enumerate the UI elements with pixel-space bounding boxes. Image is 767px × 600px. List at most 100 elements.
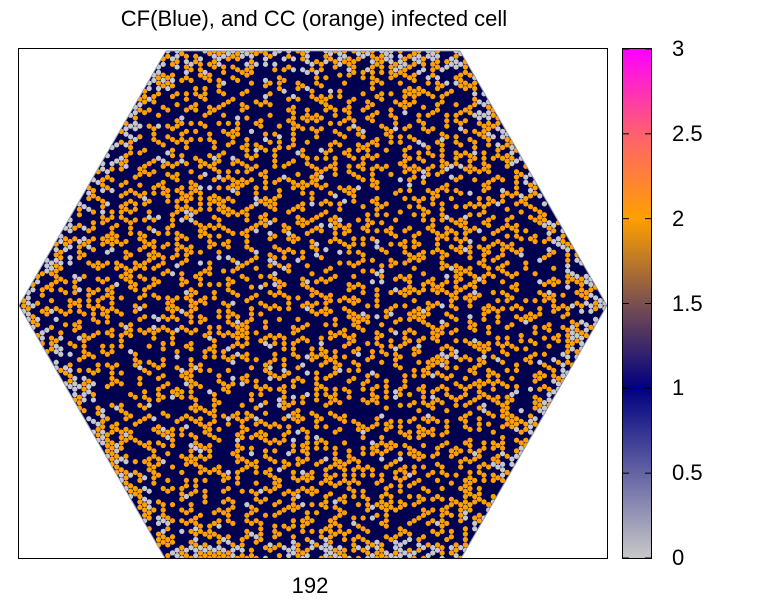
cell-cc <box>392 458 399 465</box>
cell-cc <box>197 421 204 427</box>
cell-cc <box>434 354 441 360</box>
cell-empty <box>104 169 111 175</box>
cell-cc <box>165 80 171 86</box>
cell-cc <box>155 424 162 430</box>
cell-cc <box>379 504 385 510</box>
cell-cc <box>262 217 269 223</box>
cell-cc <box>248 177 255 183</box>
cell-cc <box>290 330 297 336</box>
cell-cc <box>118 241 124 247</box>
cell-cc <box>416 316 422 323</box>
cell-cc <box>127 273 134 280</box>
cell-cc <box>472 365 478 371</box>
cell-cc <box>183 252 190 258</box>
cell-empty <box>109 160 115 167</box>
cell-cc <box>244 212 250 218</box>
cell-cc <box>392 534 399 540</box>
cell-cc <box>304 118 310 124</box>
cell-cc <box>118 311 124 317</box>
cell-cc <box>267 139 273 145</box>
cell-cc <box>155 536 162 543</box>
cell-empty <box>253 249 259 255</box>
cell-cc <box>453 402 459 408</box>
cell-empty <box>58 260 64 266</box>
cell-cc <box>281 346 287 352</box>
cell-empty <box>248 450 255 457</box>
cell-empty <box>518 445 524 451</box>
cell-cc <box>504 394 510 400</box>
cell-cc <box>304 450 310 457</box>
cell-empty <box>197 185 204 191</box>
colorbar-tick-label: 0.5 <box>672 460 703 486</box>
cell-cc <box>504 152 510 159</box>
cell-cc <box>286 225 292 231</box>
cell-cc <box>281 491 287 497</box>
cell-cc <box>360 134 366 140</box>
cell-cc <box>332 445 338 451</box>
cell-cc <box>95 276 101 282</box>
cell-empty <box>183 69 190 76</box>
cell-cc <box>448 394 455 400</box>
cell-cc <box>523 195 529 202</box>
cell-cc <box>216 437 222 443</box>
cell-cc <box>355 131 362 137</box>
cell-empty <box>290 437 297 443</box>
cell-cc <box>420 158 427 164</box>
plot-area <box>18 48 608 559</box>
cell-cc <box>541 281 548 288</box>
cell-empty <box>86 190 92 196</box>
cell-cc <box>132 356 138 363</box>
cell-cc <box>304 182 310 188</box>
cell-cc <box>341 499 348 505</box>
cell-cc <box>313 542 320 548</box>
cell-empty <box>234 319 241 325</box>
cell-cc <box>225 174 231 180</box>
cell-cc <box>388 91 394 97</box>
cell-cc <box>169 126 176 132</box>
cell-cc <box>127 483 134 489</box>
cell-cc <box>151 507 157 513</box>
cell-empty <box>155 316 162 323</box>
cell-cc <box>411 238 417 245</box>
cell-empty <box>290 67 297 73</box>
cell-cc <box>430 453 436 459</box>
cell-cc <box>504 399 510 406</box>
cell-cc <box>202 456 208 462</box>
cell-cc <box>244 217 250 223</box>
cell-empty <box>416 343 422 349</box>
cell-cc <box>44 284 50 290</box>
cell-empty <box>462 246 469 253</box>
cell-cc <box>485 217 492 223</box>
cell-cc <box>225 244 231 250</box>
cell-empty <box>513 453 520 459</box>
cell-cc <box>337 399 343 406</box>
cell-empty <box>509 160 515 167</box>
cell-cc <box>420 373 427 379</box>
cell-cc <box>248 445 255 451</box>
cell-cc <box>169 297 176 304</box>
cell-cc <box>141 109 148 116</box>
cell-cc <box>402 228 408 234</box>
cell-cc <box>262 399 269 406</box>
cell-cc <box>207 555 213 558</box>
cell-empty <box>160 158 166 164</box>
cell-cc <box>551 367 557 374</box>
cell-cc <box>244 238 250 245</box>
cell-cc <box>234 480 241 486</box>
cell-cc <box>327 265 334 271</box>
cell-cc <box>476 448 482 454</box>
cell-cc <box>239 332 245 339</box>
cell-cc <box>523 356 529 363</box>
cell-cc <box>513 169 520 175</box>
cell-cc <box>495 308 501 314</box>
cell-cc <box>439 169 445 175</box>
cell-cc <box>439 93 445 100</box>
cell-cc <box>286 526 292 532</box>
cell-empty <box>262 77 269 84</box>
cell-empty <box>300 501 306 508</box>
cell-cc <box>360 472 366 478</box>
cell-empty <box>179 308 185 314</box>
cell-cc <box>304 440 310 446</box>
cell-empty <box>141 475 148 481</box>
cell-cc <box>272 480 278 486</box>
